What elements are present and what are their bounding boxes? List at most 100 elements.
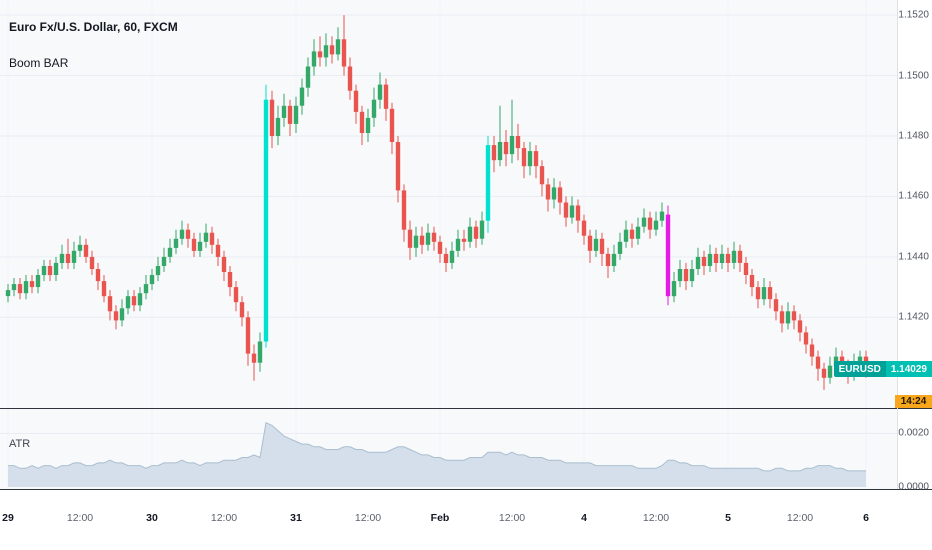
candle bbox=[155, 256, 161, 282]
candle bbox=[545, 178, 551, 212]
time-tick-label: 4 bbox=[581, 512, 587, 524]
candle bbox=[215, 238, 221, 266]
candle bbox=[413, 226, 419, 257]
candle bbox=[785, 302, 791, 330]
candle bbox=[347, 57, 353, 100]
price-tick-label: 1.1420 bbox=[898, 311, 929, 323]
candle bbox=[11, 278, 17, 297]
candle bbox=[263, 84, 269, 348]
candle bbox=[701, 250, 707, 275]
candle bbox=[317, 36, 323, 67]
candle bbox=[425, 223, 431, 251]
candle bbox=[371, 87, 377, 127]
candle bbox=[107, 290, 113, 321]
candle bbox=[137, 287, 143, 312]
candle bbox=[791, 305, 797, 330]
candle bbox=[827, 356, 833, 384]
candle bbox=[179, 220, 185, 245]
candle bbox=[551, 178, 557, 209]
candle bbox=[125, 290, 131, 315]
candle bbox=[725, 247, 731, 272]
candle bbox=[713, 247, 719, 272]
bar-countdown-label: 14:24 bbox=[895, 395, 932, 408]
candle bbox=[617, 232, 623, 260]
candle bbox=[113, 305, 119, 330]
candle bbox=[71, 241, 77, 269]
candle bbox=[77, 235, 83, 257]
candle bbox=[35, 269, 41, 294]
candle bbox=[665, 205, 671, 306]
time-tick-label: 31 bbox=[290, 512, 302, 524]
candle bbox=[167, 238, 173, 263]
candle bbox=[521, 142, 527, 179]
candle bbox=[311, 39, 317, 76]
time-tick-label: 12:00 bbox=[786, 512, 814, 524]
candle bbox=[449, 241, 455, 269]
candle bbox=[23, 275, 29, 300]
last-price-value: 1.14029 bbox=[885, 361, 932, 377]
time-tick-label: 12:00 bbox=[66, 512, 94, 524]
candle bbox=[269, 90, 275, 149]
candle bbox=[779, 305, 785, 333]
chart-legend: Euro Fx/U.S. Dollar, 60, FXCM Boom BAR bbox=[9, 20, 178, 70]
candle bbox=[737, 244, 743, 272]
candle bbox=[461, 229, 467, 251]
candle bbox=[89, 250, 95, 275]
candle bbox=[131, 290, 137, 312]
candle bbox=[41, 259, 47, 282]
candle bbox=[749, 269, 755, 297]
candle bbox=[401, 184, 407, 242]
candle bbox=[341, 15, 347, 76]
candle bbox=[191, 232, 197, 257]
candle bbox=[599, 232, 605, 266]
candle bbox=[485, 136, 491, 233]
candle bbox=[569, 196, 575, 224]
symbol-title[interactable]: Euro Fx/U.S. Dollar, 60, FXCM bbox=[9, 20, 178, 34]
time-tick-label: 12:00 bbox=[642, 512, 670, 524]
candle bbox=[119, 299, 125, 327]
candle bbox=[647, 211, 653, 239]
candle bbox=[695, 247, 701, 275]
candle bbox=[149, 269, 155, 291]
price-scale[interactable]: 1.1520 1.1500 1.1480 1.1460 1.1440 1.1420 0.00… bbox=[897, 0, 932, 493]
candle bbox=[659, 202, 665, 227]
candle bbox=[509, 99, 515, 164]
candle bbox=[305, 57, 311, 97]
price-tick-label: 1.1520 bbox=[898, 9, 929, 21]
candle bbox=[203, 223, 209, 248]
candle bbox=[5, 284, 11, 303]
candle bbox=[683, 262, 689, 291]
candle bbox=[539, 160, 545, 197]
candle bbox=[221, 250, 227, 282]
time-scale[interactable]: 29 12:00 30 12:00 31 12:00 Feb 12:00 4 12:00 5 12:0… bbox=[0, 490, 932, 550]
candle bbox=[557, 181, 563, 215]
time-tick-label: 12:00 bbox=[210, 512, 238, 524]
candle bbox=[443, 247, 449, 272]
indicator-title[interactable]: Boom BAR bbox=[9, 56, 69, 70]
time-tick-label: Feb bbox=[430, 512, 450, 524]
candle bbox=[623, 220, 629, 248]
time-tick-label: 12:00 bbox=[354, 512, 382, 524]
atr-tick-label: 0.0020 bbox=[898, 427, 929, 439]
candle bbox=[455, 229, 461, 257]
candle bbox=[587, 229, 593, 263]
candle bbox=[377, 72, 383, 109]
candle bbox=[821, 362, 827, 390]
candle bbox=[479, 211, 485, 245]
candle bbox=[641, 208, 647, 233]
candle bbox=[83, 238, 89, 263]
atr-indicator-label[interactable]: ATR bbox=[9, 438, 31, 450]
candle bbox=[65, 238, 71, 269]
candle bbox=[731, 241, 737, 269]
atr-tick-label: 0.0000 bbox=[898, 481, 929, 493]
candle bbox=[605, 247, 611, 278]
candle bbox=[59, 244, 65, 269]
candle bbox=[761, 278, 767, 306]
candle bbox=[575, 199, 581, 233]
candle bbox=[473, 220, 479, 248]
candle bbox=[497, 105, 503, 167]
candle bbox=[197, 232, 203, 257]
candle bbox=[719, 244, 725, 269]
